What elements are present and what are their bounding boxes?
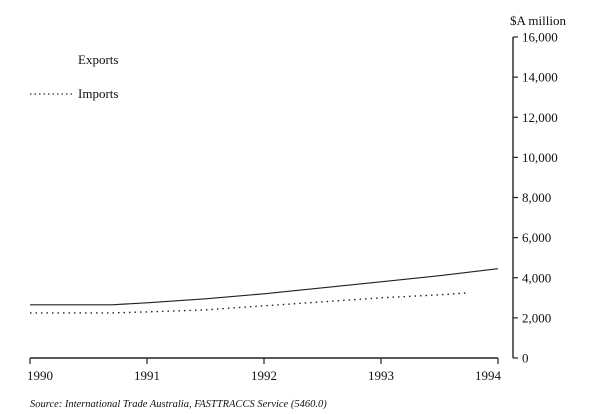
y-tick-label-10000: 10,000 (522, 150, 558, 165)
y-tick-label-16000: 16,000 (522, 30, 558, 45)
series-line-imports (30, 292, 469, 314)
x-tick-label-1992: 1992 (251, 368, 277, 383)
y-tick-label-0: 0 (522, 351, 529, 366)
x-tick-label-1991: 1991 (134, 368, 160, 383)
y-axis-unit-label: $A million (510, 13, 566, 28)
x-tick-label-1993: 1993 (368, 368, 394, 383)
x-tick-label-1990: 1990 (27, 368, 53, 383)
source-note: Source: International Trade Australia, F… (30, 399, 327, 410)
y-tick-label-14000: 14,000 (522, 70, 558, 85)
y-axis-ticks: 0 2,000 4,000 6,000 8,000 10,000 12,000 14,000 1… (513, 30, 558, 366)
y-tick-label-8000: 8,000 (522, 190, 551, 205)
y-tick-label-6000: 6,000 (522, 230, 551, 245)
legend-label-imports: Imports (78, 86, 118, 101)
legend-label-exports: Exports (78, 52, 118, 67)
legend: Exports Imports (30, 52, 118, 101)
x-tick-label-1994: 1994 (475, 368, 502, 383)
y-tick-label-12000: 12,000 (522, 110, 558, 125)
y-tick-label-4000: 4,000 (522, 270, 551, 285)
series-line-exports (30, 268, 499, 306)
y-tick-label-2000: 2,000 (522, 310, 551, 325)
series-layer (30, 268, 499, 314)
x-axis-ticks: 1990 1991 1992 1993 1994 (27, 358, 502, 383)
